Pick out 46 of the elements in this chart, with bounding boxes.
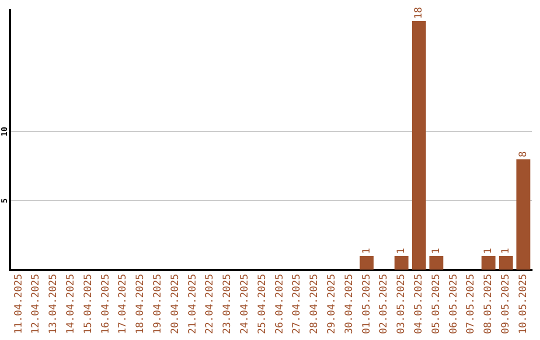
data-label: 1 — [430, 248, 442, 254]
x-tick-label: 20.04.2025 — [170, 274, 181, 334]
x-tick-label: 21.04.2025 — [187, 274, 198, 334]
x-tick-label: 16.04.2025 — [100, 274, 112, 334]
x-tick-label: 06.05.2025 — [448, 274, 460, 334]
x-tick-label: 12.04.2025 — [30, 274, 42, 334]
x-tick-label: 15.04.2025 — [82, 274, 94, 334]
x-tick-label: 28.04.2025 — [309, 274, 320, 334]
x-tick-label: 27.04.2025 — [292, 274, 303, 334]
bar — [482, 256, 496, 270]
bar — [412, 21, 426, 270]
bar — [360, 256, 374, 270]
x-tick-label: 03.05.2025 — [396, 274, 408, 334]
x-tick-label: 18.04.2025 — [135, 274, 146, 334]
x-tick-label: 14.04.2025 — [65, 274, 76, 334]
x-tick-label: 13.04.2025 — [48, 274, 60, 334]
x-tick-label: 04.05.2025 — [413, 274, 424, 334]
x-tick-label: 26.04.2025 — [274, 274, 286, 334]
data-label: 1 — [483, 248, 494, 254]
x-tick-label: 10.05.2025 — [518, 274, 529, 334]
y-tick-label: 5 — [0, 198, 10, 204]
x-tick-label: 11.04.2025 — [13, 274, 24, 334]
x-tick-label: 30.04.2025 — [344, 274, 355, 334]
bar — [394, 256, 408, 270]
bar — [516, 159, 530, 270]
x-tick-label: 29.04.2025 — [326, 274, 338, 334]
x-tick-label: 07.05.2025 — [466, 274, 477, 334]
y-tick-label: 10 — [0, 126, 10, 136]
x-tick-label: 19.04.2025 — [152, 274, 164, 334]
data-label: 1 — [500, 248, 512, 254]
x-tick-label: 05.05.2025 — [430, 274, 442, 334]
x-tick-label: 08.05.2025 — [483, 274, 494, 334]
x-tick-label: 02.05.2025 — [378, 274, 390, 334]
x-tick-label: 25.04.2025 — [256, 274, 268, 334]
bar — [498, 256, 513, 270]
x-tick-label: 01.05.2025 — [361, 274, 372, 334]
data-label: 8 — [518, 151, 529, 158]
x-tick-label: 24.04.2025 — [239, 274, 250, 334]
x-tick-label: 09.05.2025 — [500, 274, 512, 334]
x-tick-label: 17.04.2025 — [118, 274, 129, 334]
data-label: 1 — [361, 248, 372, 254]
data-label: 18 — [413, 7, 424, 20]
data-label: 1 — [396, 248, 408, 254]
bar — [429, 256, 444, 270]
x-tick-label: 23.04.2025 — [222, 274, 234, 334]
x-tick-label: 22.04.2025 — [204, 274, 216, 334]
